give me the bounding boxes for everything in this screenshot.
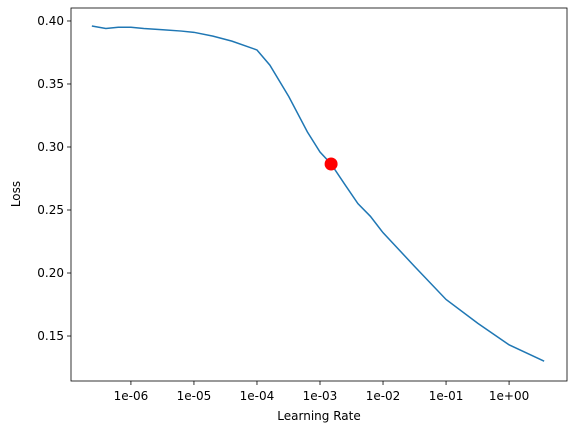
y-tick-label: 0.20 (37, 266, 64, 280)
x-tick-label: 1e-04 (240, 389, 275, 403)
suggested-point (324, 157, 338, 171)
x-tick-label: 1e-03 (303, 389, 338, 403)
loss-line (91, 25, 545, 362)
y-tick-label: 0.35 (37, 77, 64, 91)
y-axis-label: Loss (9, 181, 23, 207)
x-tick-label: 1e-01 (429, 389, 464, 403)
x-tick-label: 1e-06 (114, 389, 149, 403)
y-tick-label: 0.15 (37, 329, 64, 343)
x-tick-label: 1e-02 (366, 389, 401, 403)
x-tick-label: 1e-05 (177, 389, 212, 403)
axes-frame (70, 7, 568, 382)
x-axis-label: Learning Rate (277, 409, 360, 423)
x-tick-label: 1e+00 (489, 389, 529, 403)
y-tick-label: 0.30 (37, 140, 64, 154)
y-tick-label: 0.40 (37, 14, 64, 28)
y-tick-label: 0.25 (37, 203, 64, 217)
